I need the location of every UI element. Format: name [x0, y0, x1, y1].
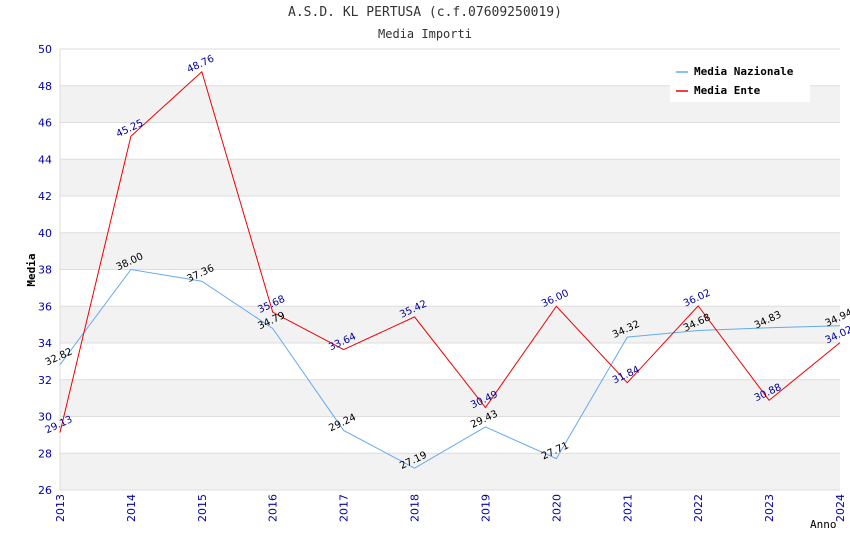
y-tick-label: 28 [38, 447, 52, 460]
x-axis-label: Anno [810, 518, 837, 531]
y-axis-ticks: 26 28 30 32 34 36 38 40 42 44 46 48 50 [38, 43, 52, 497]
x-tick-label: 2024 [834, 494, 847, 522]
y-tick-label: 36 [38, 300, 52, 313]
series-line-nazionale [59, 268, 841, 469]
y-tick-label: 46 [38, 117, 52, 130]
y-tick-label: 34 [38, 337, 52, 350]
x-tick-label: 2018 [409, 494, 422, 522]
grid-lines [59, 48, 840, 491]
legend-label-ente: Media Ente [694, 84, 761, 97]
grid-band [60, 232, 840, 270]
y-tick-label: 32 [38, 374, 52, 387]
grid-band [60, 343, 840, 380]
x-tick-label: 2020 [550, 494, 563, 522]
chart-title: A.S.D. KL PERTUSA (c.f.07609250019) [288, 5, 562, 20]
y-tick-label: 48 [38, 80, 52, 93]
grid-band [60, 159, 840, 196]
grid-band [60, 196, 840, 233]
grid-band [60, 453, 840, 490]
x-tick-label: 2013 [54, 494, 67, 522]
y-tick-label: 50 [38, 43, 52, 56]
chart-subtitle: Media Importi [378, 27, 472, 41]
y-tick-label: 40 [38, 227, 52, 240]
x-tick-label: 2023 [763, 494, 776, 522]
grid-band [60, 269, 840, 307]
x-tick-label: 2016 [267, 494, 280, 522]
grid-band [60, 379, 840, 417]
legend: Media Nazionale Media Ente [670, 60, 810, 102]
grid-band [60, 122, 840, 160]
y-tick-label: 26 [38, 484, 52, 497]
grid-band [60, 306, 840, 343]
x-tick-label: 2014 [125, 494, 138, 522]
y-tick-label: 30 [38, 411, 52, 424]
x-tick-label: 2015 [196, 494, 209, 522]
y-tick-label: 44 [38, 153, 52, 166]
legend-label-nazionale: Media Nazionale [694, 65, 794, 78]
x-tick-label: 2019 [479, 494, 492, 522]
y-axis-label: Media [25, 253, 38, 286]
y-tick-label: 42 [38, 190, 52, 203]
legend-box [670, 60, 810, 102]
series-lines [59, 70, 841, 469]
x-tick-label: 2017 [338, 494, 351, 522]
x-tick-label: 2021 [621, 494, 634, 522]
series-line-ente [59, 70, 841, 433]
y-tick-label: 38 [38, 264, 52, 277]
x-tick-label: 2022 [692, 494, 705, 522]
x-axis-ticks: 2013 2014 2015 2016 2017 2018 2019 2020 2021 2022… [54, 494, 847, 522]
